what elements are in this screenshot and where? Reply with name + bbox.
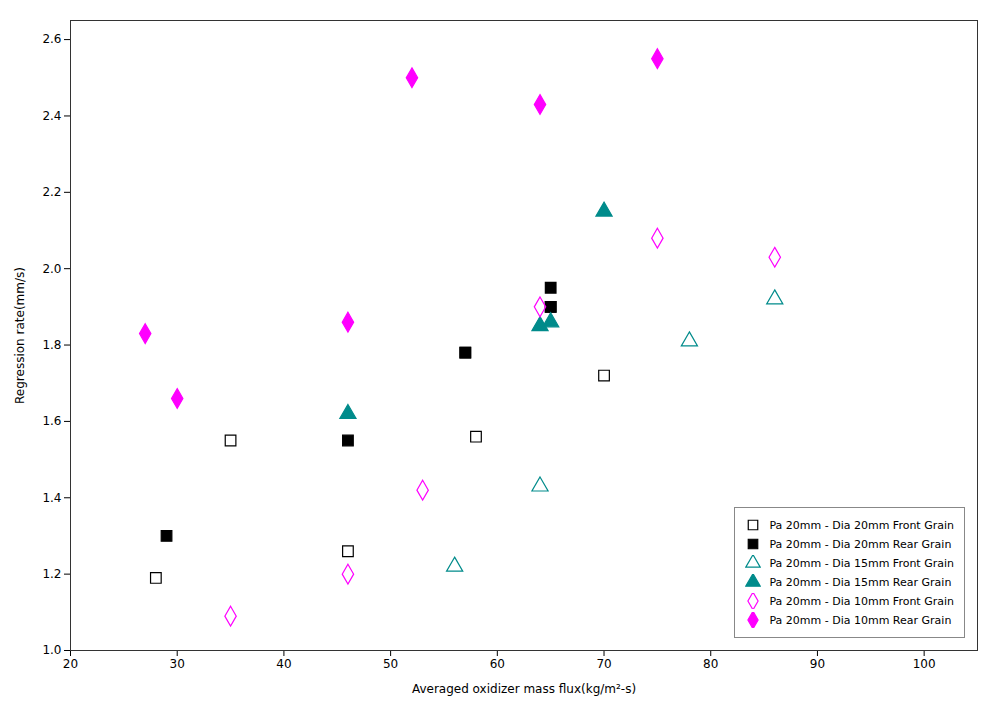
svg-text:100: 100	[913, 657, 936, 671]
html-text:Pa 20mm - Dia 10mm Rear Grain: Pa 20mm - Dia 10mm Rear Grain	[769, 613, 952, 627]
svg-text:Regression rate(mm/s): Regression rate(mm/s)	[13, 267, 27, 404]
svg-text:80: 80	[703, 657, 718, 671]
svg-text:Averaged oxidizer mass flux(kg: Averaged oxidizer mass flux(kg/m²-s)	[412, 682, 636, 696]
svg-text:2.0: 2.0	[42, 262, 61, 276]
html-text:Pa 20mm - Dia 20mm Front Grain: Pa 20mm - Dia 20mm Front Grain	[769, 518, 954, 532]
svg-text:20: 20	[63, 657, 78, 671]
svg-text:50: 50	[383, 657, 398, 671]
svg-text:2.6: 2.6	[42, 32, 61, 46]
html-text:Pa 20mm - Dia 15mm Front Grain: Pa 20mm - Dia 15mm Front Grain	[769, 556, 954, 570]
svg-text:40: 40	[276, 657, 291, 671]
svg-text:2.4: 2.4	[42, 109, 61, 123]
svg-text:1.2: 1.2	[42, 567, 61, 581]
svg-text:1.6: 1.6	[42, 414, 61, 428]
svg-text:1.4: 1.4	[42, 491, 61, 505]
svg-text:2.2: 2.2	[42, 185, 61, 199]
html-text:Pa 20mm - Dia 15mm Rear Grain: Pa 20mm - Dia 15mm Rear Grain	[769, 575, 952, 589]
html-text:Pa 20mm - Dia 10mm Front Grain: Pa 20mm - Dia 10mm Front Grain	[769, 594, 954, 608]
svg-text:90: 90	[810, 657, 825, 671]
svg-text:30: 30	[170, 657, 185, 671]
svg-text:70: 70	[596, 657, 611, 671]
svg-text:60: 60	[490, 657, 505, 671]
html-text:Pa 20mm - Dia 20mm Rear Grain: Pa 20mm - Dia 20mm Rear Grain	[769, 537, 952, 551]
svg-text:1.8: 1.8	[42, 338, 61, 352]
svg-text:1.0: 1.0	[42, 643, 61, 657]
